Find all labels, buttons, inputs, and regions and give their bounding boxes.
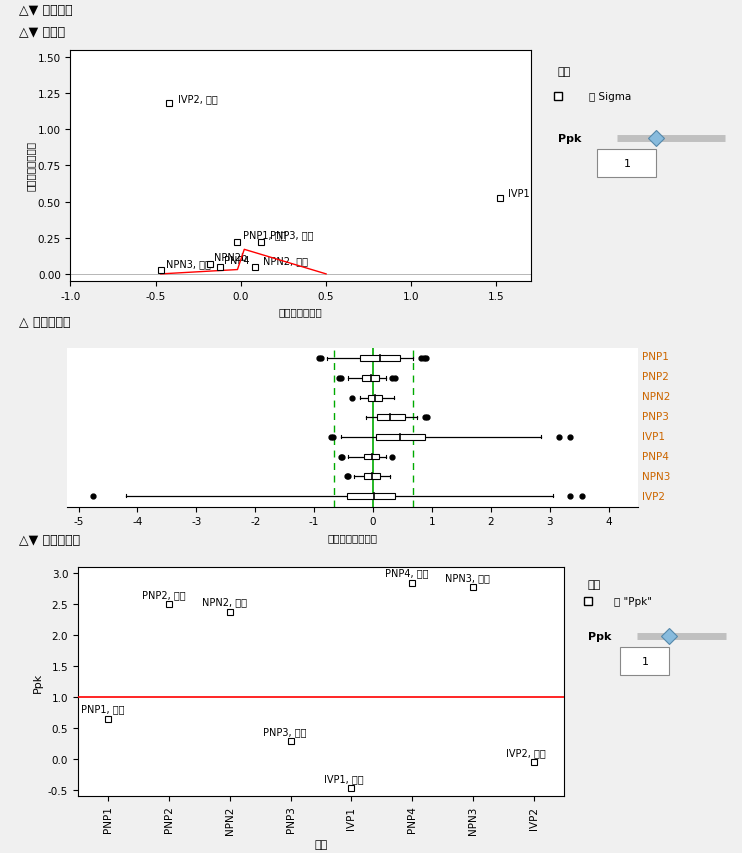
Text: 图例: 图例: [558, 67, 571, 77]
Text: PNP1, 总体: PNP1, 总体: [81, 704, 125, 714]
Text: NPN2b: NPN2b: [214, 253, 247, 263]
Bar: [620, 647, 669, 675]
X-axis label: 过程: 过程: [315, 839, 327, 850]
Text: PNP1: PNP1: [642, 352, 669, 362]
Text: NPN2, 总体: NPN2, 总体: [203, 597, 247, 607]
Text: PNP4, 总体: PNP4, 总体: [384, 568, 428, 578]
Text: Ppk: Ppk: [588, 631, 611, 641]
X-axis label: 使用规格限标准化: 使用规格限标准化: [327, 532, 378, 543]
Bar: [364, 473, 380, 479]
Text: IVP2, 总体: IVP2, 总体: [506, 747, 546, 757]
Text: 1: 1: [642, 656, 649, 666]
Text: NPN3: NPN3: [642, 471, 670, 481]
Text: 图例: 图例: [588, 579, 601, 589]
Text: PNP2, 总体: PNP2, 总体: [142, 589, 186, 600]
Bar: [368, 395, 382, 401]
Text: PNP4: PNP4: [224, 256, 249, 266]
Text: 总 Sigma: 总 Sigma: [589, 92, 631, 102]
Bar: [364, 454, 379, 460]
Y-axis label: 规格标准化标准差: 规格标准化标准差: [26, 142, 36, 191]
X-axis label: 规格标准化均值: 规格标准化均值: [279, 307, 322, 317]
Text: 1: 1: [624, 159, 631, 169]
Text: PNP3, 总体: PNP3, 总体: [270, 230, 313, 240]
Text: IVP2, 总体: IVP2, 总体: [178, 94, 217, 104]
Text: △▼ 目标图: △▼ 目标图: [19, 26, 65, 39]
Text: △▼ 能力指标图: △▼ 能力指标图: [19, 533, 79, 546]
Text: PNP2: PNP2: [642, 372, 669, 382]
Bar: [376, 434, 425, 440]
Bar: [347, 493, 395, 499]
Text: IVP1, 总体: IVP1, 总体: [324, 774, 364, 784]
Text: PNP3, 总体: PNP3, 总体: [263, 727, 306, 737]
Bar: [362, 375, 379, 381]
Text: PNP1, 总体: PNP1, 总体: [243, 230, 286, 240]
Text: △▼ 过程能力: △▼ 过程能力: [19, 4, 72, 17]
Bar: [377, 415, 405, 421]
Text: NPN3, 总体: NPN3, 总体: [445, 572, 490, 583]
Text: △ 能力箱线图: △ 能力箱线图: [19, 316, 70, 329]
Text: NPN2, 总体: NPN2, 总体: [263, 256, 308, 266]
Text: IVP2: IVP2: [642, 491, 665, 501]
Text: PNP3: PNP3: [642, 412, 669, 421]
Bar: [597, 150, 656, 177]
Text: PNP4: PNP4: [642, 451, 669, 461]
Text: NPN2: NPN2: [642, 392, 670, 402]
Text: Ppk: Ppk: [558, 134, 581, 143]
Text: IVP1: IVP1: [642, 432, 665, 442]
Text: NPN3, 总体: NPN3, 总体: [166, 258, 211, 269]
Text: 总 "Ppk": 总 "Ppk": [614, 597, 651, 606]
Y-axis label: Ppk: Ppk: [33, 671, 42, 692]
Bar: [360, 356, 400, 362]
Text: IVP1: IVP1: [508, 189, 530, 199]
